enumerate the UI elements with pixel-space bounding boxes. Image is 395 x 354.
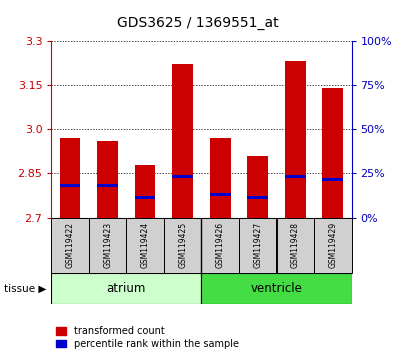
- Text: GSM119422: GSM119422: [66, 222, 75, 268]
- Bar: [247, 196, 268, 199]
- Bar: [164, 218, 201, 273]
- Text: GSM119424: GSM119424: [141, 222, 150, 268]
- Text: GDS3625 / 1369551_at: GDS3625 / 1369551_at: [117, 16, 278, 30]
- Bar: [239, 218, 276, 273]
- Text: GSM119427: GSM119427: [253, 222, 262, 268]
- Bar: [135, 165, 156, 218]
- Bar: [60, 138, 81, 218]
- Bar: [322, 88, 343, 218]
- Bar: [201, 273, 352, 304]
- Bar: [322, 178, 343, 181]
- Bar: [172, 64, 193, 218]
- Bar: [60, 184, 81, 187]
- Text: GSM119423: GSM119423: [103, 222, 112, 268]
- Bar: [276, 218, 314, 273]
- Bar: [135, 196, 156, 199]
- Bar: [210, 138, 231, 218]
- Text: GSM119425: GSM119425: [178, 222, 187, 268]
- Bar: [126, 218, 164, 273]
- Text: tissue ▶: tissue ▶: [4, 284, 46, 293]
- Bar: [285, 61, 306, 218]
- Bar: [51, 273, 201, 304]
- Text: GSM119429: GSM119429: [328, 222, 337, 268]
- Legend: transformed count, percentile rank within the sample: transformed count, percentile rank withi…: [56, 326, 239, 349]
- Bar: [97, 141, 118, 218]
- Bar: [172, 175, 193, 178]
- Bar: [247, 156, 268, 218]
- Text: GSM119426: GSM119426: [216, 222, 225, 268]
- Text: GSM119428: GSM119428: [291, 222, 300, 268]
- Bar: [51, 218, 89, 273]
- Bar: [201, 218, 239, 273]
- Bar: [97, 184, 118, 187]
- Text: atrium: atrium: [107, 282, 146, 295]
- Bar: [210, 193, 231, 196]
- Bar: [314, 218, 352, 273]
- Bar: [285, 175, 306, 178]
- Text: ventricle: ventricle: [250, 282, 303, 295]
- Bar: [89, 218, 126, 273]
